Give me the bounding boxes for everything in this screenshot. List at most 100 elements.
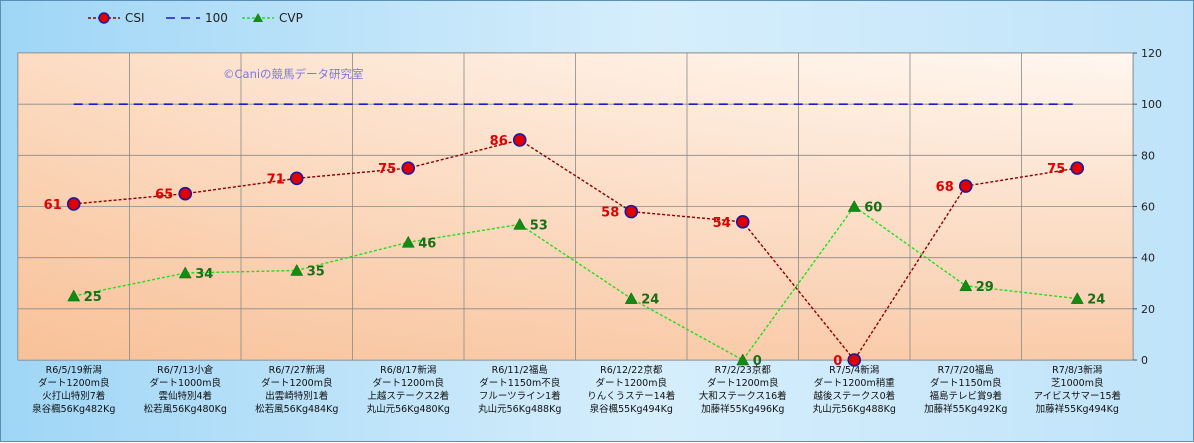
x-category-line: 出雲崎特別1着 [265,390,328,402]
csi-point [289,171,304,186]
csi-data-label: 65 [155,188,173,203]
x-category-line: 丸山元56Kg480Kg [367,403,450,415]
x-category-line: 福島テレビ賞9着 [929,390,1002,402]
csi-data-label: 75 [1047,162,1065,177]
x-category-line: R6/11/2福島 [492,364,548,376]
legend: CSI 100 CVP [88,11,303,25]
cvp-data-label: 0 [753,354,762,369]
x-category-line: 丸山元56Kg488Kg [813,403,896,415]
csi-point [624,204,639,219]
series-csi-line [73,139,1078,362]
x-category-line: R7/5/4新潟 [829,364,879,376]
x-category-line: ダート1200m良 [38,377,110,389]
csi-point [401,161,416,175]
x-category-line: R6/5/19新潟 [46,364,102,376]
csi-point [512,133,527,147]
x-category-line: R7/7/20福島 [938,364,994,376]
x-category-line: R6/8/17新潟 [380,364,436,376]
cvp-point [178,266,192,279]
x-category-line: ダート1200m良 [261,377,333,389]
y-tick-label: 100 [1141,98,1162,111]
x-category-line: ダート1000m良 [150,377,222,389]
x-category-line: ダート1200m良 [373,377,445,389]
cvp-point [736,353,750,366]
cvp-point [959,279,973,292]
x-category-line: R7/2/23京都 [715,364,772,376]
csi-point [1070,161,1085,175]
legend-csi-marker [98,12,110,24]
x-category-line: 松若風56Kg484Kg [255,403,338,415]
cvp-data-label: 60 [864,201,882,216]
x-category-line: ダート1200m稍重 [814,377,895,389]
x-category-line: 上越ステークス2着 [367,390,449,402]
watermark: ©Caniの競馬データ研究室 [223,67,364,81]
series-cvp-line [73,205,1078,361]
cvp-point [67,289,81,302]
csi-data-label: 86 [490,134,508,149]
cvp-point [401,235,415,248]
x-category-line: 加藤祥55Kg494Kg [1036,403,1119,415]
cvp-point [624,292,638,304]
legend-csi-label: CSI [125,11,145,25]
csi-data-label: 0 [833,354,842,369]
cvp-data-label: 46 [418,236,436,251]
csi-point [847,353,862,367]
x-category-line: りんくうステー14着 [587,390,675,402]
legend-cvp-label: CVP [279,11,303,25]
x-category-line: ダート1200m良 [596,377,668,389]
x-category-line: アイビスサマー15着 [1033,390,1121,402]
cvp-point [1070,292,1084,304]
x-category-line: R6/12/22京都 [600,364,663,376]
x-category-line: 越後ステークス0着 [813,390,895,402]
csi-point [958,179,973,193]
x-category-line: R6/7/13小倉 [157,364,214,376]
y-tick-label: 120 [1141,47,1162,60]
cvp-point [513,217,527,230]
cvp-data-label: 29 [976,280,994,295]
csi-data-label: 75 [378,162,396,177]
x-category-line: 加藤祥55Kg492Kg [924,403,1007,415]
y-tick-label: 0 [1141,354,1148,367]
x-category-line: 大和ステークス16着 [699,390,787,402]
x-category-line: 泉谷楓55Kg494Kg [590,403,673,415]
legend-100-label: 100 [205,11,228,25]
x-category-line: 火打山特別7着 [42,390,105,402]
legend-cvp-marker [253,13,263,22]
x-category-line: ダート1150m良 [930,377,1002,389]
x-category-line: ダート1200m良 [707,377,779,389]
cvp-data-label: 25 [84,290,102,305]
cvp-data-label: 53 [530,218,548,233]
y-tick-label: 60 [1141,201,1155,214]
x-category-line: ダート1150m不良 [479,377,560,389]
cvp-data-label: 24 [641,293,659,308]
cvp-data-label: 35 [307,264,325,279]
x-category-line: フルーツライン1着 [479,390,561,402]
csi-point [178,186,193,201]
cvp-data-label: 34 [195,267,213,282]
csi-data-label: 68 [936,180,954,195]
y-tick-label: 80 [1141,149,1155,162]
cvp-point [290,263,304,276]
cvp-point [847,199,861,212]
csi-data-label: 61 [44,198,62,213]
csi-point [735,215,750,229]
x-category-line: 芝1000m良 [1051,377,1104,389]
x-category-line: 丸山元56Kg488Kg [478,403,561,415]
y-tick-label: 40 [1141,252,1155,265]
x-category-line: R7/8/3新潟 [1052,364,1102,376]
csi-data-label: 71 [267,172,285,187]
x-category-line: 泉谷楓56Kg482Kg [32,403,115,415]
csi-point [66,197,81,211]
csi-data-label: 54 [713,216,731,231]
x-category-line: R6/7/27新潟 [269,364,325,376]
